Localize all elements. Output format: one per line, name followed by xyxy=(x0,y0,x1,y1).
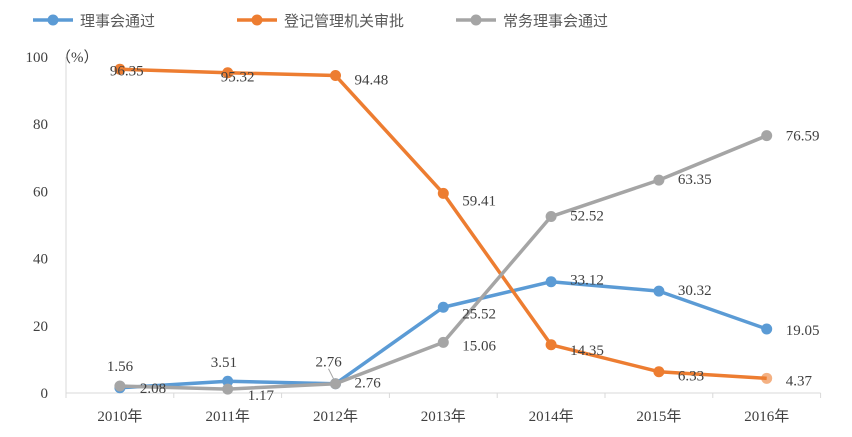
data-label: 6.33 xyxy=(678,369,704,385)
legend-item: 理事会通过 xyxy=(33,12,155,30)
data-label: 52.52 xyxy=(570,209,604,225)
legend-marker-icon xyxy=(47,14,59,26)
y-tick-label: 40 xyxy=(33,252,48,268)
y-tick-label: 20 xyxy=(33,319,48,335)
data-point xyxy=(437,336,449,348)
x-tick-label: 2015年 xyxy=(636,408,681,425)
legend-marker-icon xyxy=(251,14,263,26)
data-label: 19.05 xyxy=(786,323,820,339)
data-label: 33.12 xyxy=(570,273,604,289)
legend-item: 常务理事会通过 xyxy=(456,12,608,30)
legend-marker-icon xyxy=(470,14,482,26)
data-label: 59.41 xyxy=(462,193,496,209)
data-point xyxy=(437,301,449,313)
data-label: 96.35 xyxy=(110,63,144,79)
data-point xyxy=(653,174,665,186)
y-tick-label: 80 xyxy=(33,117,48,133)
data-label: 3.51 xyxy=(211,355,237,371)
data-label: 1.17 xyxy=(248,388,275,404)
data-point xyxy=(437,187,449,199)
y-tick-label: 0 xyxy=(41,386,49,402)
data-point xyxy=(222,375,234,387)
legend-label: 登记管理机关审批 xyxy=(284,12,404,30)
data-point xyxy=(761,130,773,142)
x-tick-label: 2014年 xyxy=(529,408,574,425)
data-label: 76.59 xyxy=(786,129,820,145)
legend-label: 常务理事会通过 xyxy=(503,12,608,30)
data-point xyxy=(545,211,557,223)
data-label: 95.32 xyxy=(221,70,255,86)
series-line xyxy=(119,134,768,391)
x-tick-label: 2010年 xyxy=(97,408,142,425)
data-label: 2.76 xyxy=(316,355,343,371)
data-label: 2.76 xyxy=(355,376,382,392)
series-line xyxy=(119,67,767,381)
x-tick-label: 2012年 xyxy=(313,408,358,425)
data-label: 1.56 xyxy=(107,359,134,375)
legend-item: 登记管理机关审批 xyxy=(237,12,404,30)
data-point xyxy=(330,378,341,390)
data-point xyxy=(545,276,557,288)
data-label: 94.48 xyxy=(355,73,389,89)
x-tick-label: 2013年 xyxy=(421,408,466,425)
y-tick-label: 60 xyxy=(33,184,48,200)
x-tick-label: 2016年 xyxy=(744,408,789,425)
data-point xyxy=(222,67,234,79)
data-label: 4.37 xyxy=(786,373,813,389)
data-point xyxy=(653,366,665,378)
data-point xyxy=(222,383,234,395)
data-label: 63.35 xyxy=(678,172,712,188)
data-label: 30.32 xyxy=(678,283,712,299)
data-point xyxy=(761,323,773,335)
data-label: 14.35 xyxy=(570,343,604,359)
data-label: 15.06 xyxy=(462,338,496,354)
data-point xyxy=(114,63,126,75)
data-point xyxy=(330,70,341,82)
data-label: 2.08 xyxy=(140,381,166,397)
data-label: 25.52 xyxy=(462,306,496,322)
data-point xyxy=(114,380,126,392)
legend-label: 理事会通过 xyxy=(80,12,155,30)
y-tick-label: 100 xyxy=(26,50,49,66)
data-point xyxy=(545,339,557,351)
y-axis-unit-label: （%） xyxy=(56,49,99,66)
data-point xyxy=(653,285,665,297)
data-point xyxy=(761,372,773,384)
x-tick-label: 2011年 xyxy=(205,408,249,425)
